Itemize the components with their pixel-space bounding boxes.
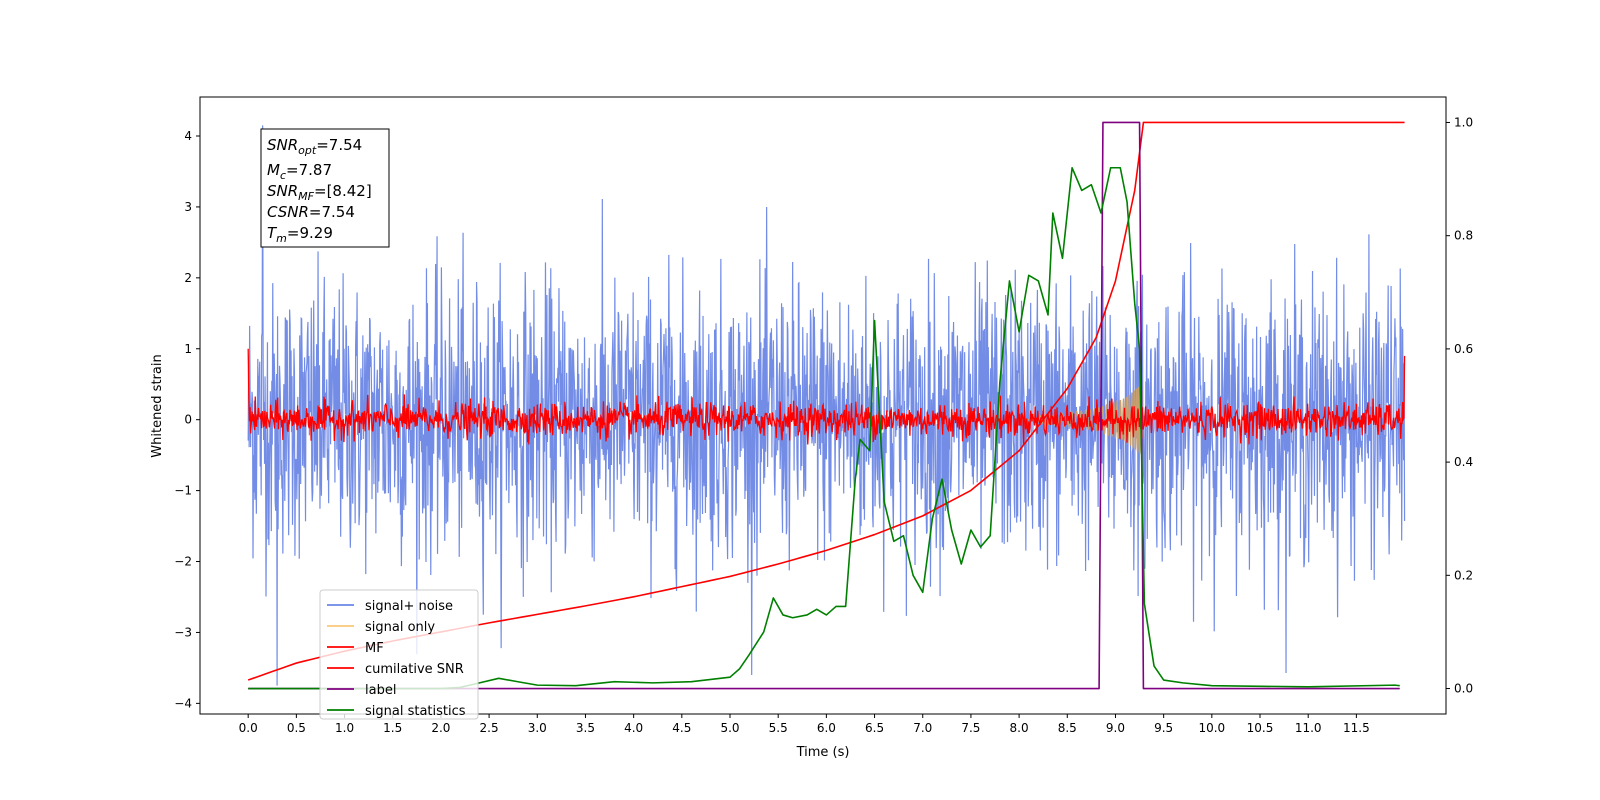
legend-label: label	[365, 683, 396, 698]
x-tick-label: 6.5	[865, 721, 884, 735]
y-tick-label: 4	[184, 129, 192, 143]
x-tick-label: 4.0	[624, 721, 643, 735]
y-tick-label: 0	[184, 413, 192, 427]
x-tick-label: 6.0	[817, 721, 836, 735]
x-tick-label: 3.5	[576, 721, 595, 735]
annotation-snr-opt: SNRopt=7.54	[267, 136, 362, 157]
y-tick-label: 3	[184, 200, 192, 214]
y-tick-label: −1	[174, 484, 192, 498]
x-tick-label: 10.5	[1247, 721, 1274, 735]
x-tick-label: 9.5	[1154, 721, 1173, 735]
y2-tick-label: 0.0	[1454, 682, 1473, 696]
series-label	[248, 121, 1400, 690]
stats-annotation-box: SNRopt=7.54 Mc=7.87 SNRMF=[8.42] CSNR=7.…	[260, 128, 390, 248]
x-tick-label: 11.5	[1343, 721, 1370, 735]
annotation-mc: Mc=7.87	[267, 161, 332, 182]
x-tick-label: 4.5	[672, 721, 691, 735]
annotation-frame	[260, 128, 390, 248]
annotation-tm: Tm=9.29	[267, 224, 333, 245]
annotation-snr-mf: SNRMF=[8.42]	[267, 182, 372, 203]
x-tick-label: 5.0	[720, 721, 739, 735]
y-tick-label: 1	[184, 342, 192, 356]
x-tick-label: 1.5	[383, 721, 402, 735]
series-signal-noise	[247, 125, 1406, 686]
legend-label: MF	[365, 641, 384, 656]
x-axis: 0.0 0.5 1.0 1.5 2.0 2.5 3.0 3.5 4.0 4.5 5.0 5.5 6.0 6…	[239, 714, 1370, 735]
x-tick-label: 3.0	[528, 721, 547, 735]
x-tick-label: 1.0	[335, 721, 354, 735]
y-tick-label: −3	[174, 625, 192, 639]
plot-frame	[199, 96, 1447, 715]
x-tick-label: 8.0	[1010, 721, 1029, 735]
legend-label: signal statistics	[365, 704, 466, 719]
y-tick-label: −4	[174, 696, 192, 710]
x-tick-label: 8.5	[1058, 721, 1077, 735]
x-tick-label: 2.0	[431, 721, 450, 735]
y2-tick-label: 0.8	[1454, 229, 1473, 243]
x-tick-label: 7.5	[961, 721, 980, 735]
y-axis-left: 4 3 2 1 0 −1 −2 −3 −4	[174, 129, 200, 710]
x-tick-label: 2.5	[480, 721, 499, 735]
x-tick-label: 0.5	[287, 721, 306, 735]
legend: signal+ noise signal only MF cumilative SNR…	[319, 589, 479, 720]
x-tick-label: 10.0	[1198, 721, 1225, 735]
legend-label: signal+ noise	[365, 599, 453, 614]
y2-tick-label: 0.4	[1454, 455, 1473, 469]
legend-label: signal only	[365, 620, 435, 635]
x-tick-label: 11.0	[1295, 721, 1322, 735]
y-tick-label: 2	[184, 271, 192, 285]
y-axis-label: Whitened strain	[150, 354, 165, 457]
x-tick-label: 7.0	[913, 721, 932, 735]
series-mf	[247, 348, 1406, 445]
y2-tick-label: 1.0	[1454, 115, 1473, 129]
series-signal-statistics	[248, 166, 1400, 690]
x-axis-label: Time (s)	[796, 745, 850, 760]
annotation-csnr: CSNR=7.54	[267, 203, 355, 221]
x-tick-label: 0.0	[239, 721, 258, 735]
y-tick-label: −2	[174, 555, 192, 569]
legend-items: signal+ noise signal only MF cumilative SNR…	[327, 599, 466, 719]
y-axis-right: 1.0 0.8 0.6 0.4 0.2 0.0	[1446, 115, 1473, 696]
x-tick-label: 9.0	[1106, 721, 1125, 735]
x-tick-label: 5.5	[769, 721, 788, 735]
y2-tick-label: 0.2	[1454, 568, 1473, 582]
legend-frame	[319, 589, 479, 720]
y2-tick-label: 0.6	[1454, 342, 1473, 356]
legend-label: cumilative SNR	[365, 662, 464, 677]
